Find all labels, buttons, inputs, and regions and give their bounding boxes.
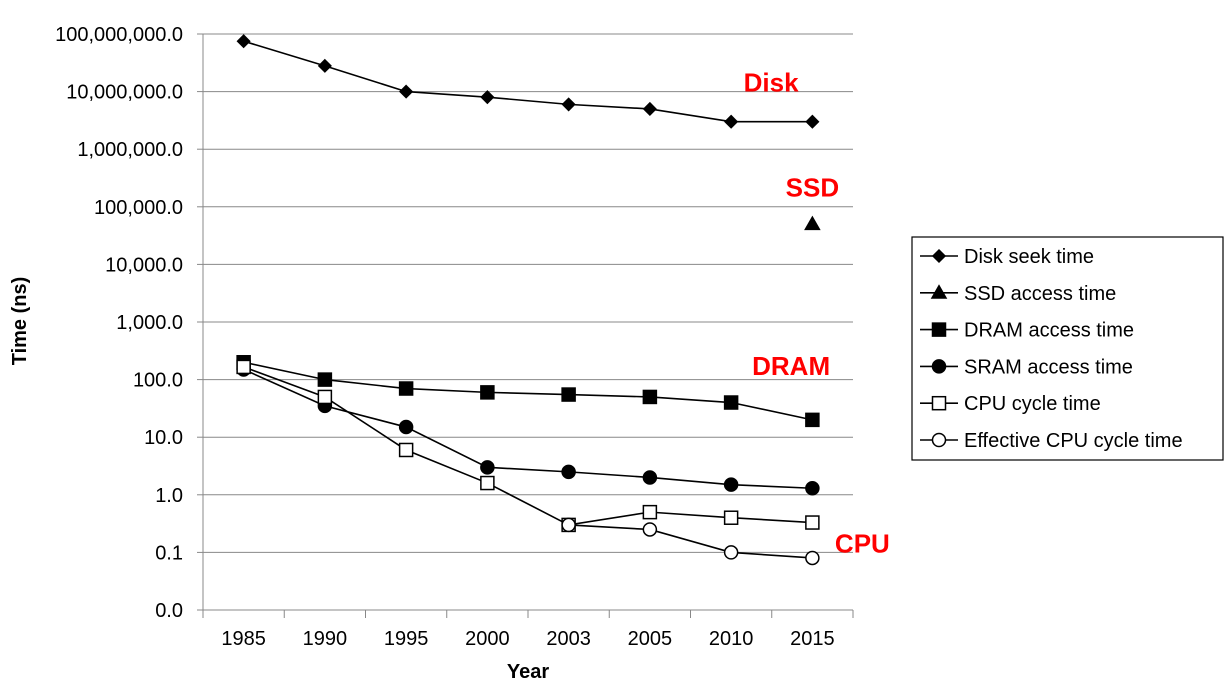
data-point-cpu-cycle-time [480, 475, 495, 491]
data-point-disk-seek-time [236, 34, 251, 49]
annotation-layer: Disk SSD DRAM CPU [744, 68, 890, 559]
y-tick-label: 1.0 [155, 485, 183, 507]
data-point-cpu-cycle-time [317, 389, 333, 405]
series-disk-seek-time [236, 34, 820, 129]
legend-marker-ssd-access-time [930, 284, 948, 299]
y-tick-label: 100.0 [133, 370, 183, 392]
data-point-effective-cpu-cycle-time [561, 517, 576, 533]
data-point-cpu-cycle-time [805, 515, 820, 530]
data-point-sram-access-time [805, 480, 820, 496]
data-point-dram-access-time [805, 412, 820, 428]
data-point-disk-seek-time [399, 84, 414, 99]
data-point-sram-access-time [561, 464, 576, 480]
legend-marker-cpu-cycle-time [931, 395, 947, 411]
data-point-disk-seek-time [561, 97, 576, 112]
series-dram-access-time [236, 355, 820, 428]
axis-layer: 0.0 0.1 1.0 10.0 100.0 1,000.0 10,000.0 100,000… [55, 24, 854, 650]
y-tick-label: 100,000,000.0 [55, 24, 183, 46]
y-tick-label: 1,000,000.0 [77, 139, 183, 161]
data-point-disk-seek-time [317, 58, 332, 73]
y-tick-label: 10,000,000.0 [66, 82, 183, 104]
data-point-dram-access-time [723, 395, 739, 410]
y-axis-title: Time (ns) [9, 277, 31, 366]
x-axis-title: Year [507, 661, 549, 683]
legend-items: Disk seek time SSD access time DRAM access… [920, 246, 1183, 452]
legend-item-sram-access-time: SRAM access time [920, 356, 1133, 378]
x-tick-label: 2000 [465, 628, 510, 650]
annotation-cpu: CPU [835, 528, 890, 558]
y-tick-label: 10.0 [144, 427, 183, 449]
legend-marker-effective-cpu-cycle-time [931, 432, 947, 448]
legend-marker-dram-access-time [931, 322, 947, 337]
data-point-effective-cpu-cycle-time [723, 545, 739, 560]
data-point-disk-seek-time [724, 114, 739, 129]
annotation-ssd: SSD [786, 173, 839, 203]
data-point-sram-access-time [480, 460, 495, 475]
annotation-disk: Disk [744, 68, 799, 98]
legend-item-effective-cpu-cycle-time: Effective CPU cycle time [920, 430, 1183, 452]
series-layer [236, 34, 821, 566]
series-ssd-access-time [804, 215, 821, 231]
data-point-dram-access-time [480, 385, 495, 400]
series-line-sram-access-time [243, 368, 813, 490]
data-point-cpu-cycle-time [398, 442, 414, 458]
data-point-cpu-cycle-time [236, 359, 251, 375]
data-point-sram-access-time [398, 419, 414, 435]
y-tick-label: 1,000.0 [116, 312, 183, 334]
legend-item-dram-access-time: DRAM access time [920, 320, 1134, 342]
x-tick-label: 2015 [790, 628, 835, 650]
data-point-disk-seek-time [642, 101, 657, 116]
x-tick-label: 1995 [384, 628, 429, 650]
legend-frame [911, 236, 1224, 461]
legend-label: DRAM access time [964, 320, 1134, 342]
y-tick-label: 100,000.0 [94, 197, 183, 219]
data-point-dram-access-time [561, 387, 576, 402]
x-tick-label: 2010 [709, 628, 754, 650]
grid-layer [203, 33, 853, 611]
data-point-ssd-access-time [804, 215, 821, 231]
x-tick-label: 2005 [628, 628, 673, 650]
data-point-cpu-cycle-time [642, 504, 658, 520]
legend-item-disk-seek-time: Disk seek time [920, 246, 1094, 268]
data-point-disk-seek-time [480, 90, 495, 105]
legend-label: CPU cycle time [964, 393, 1101, 415]
data-point-dram-access-time [317, 372, 333, 387]
legend-item-cpu-cycle-time: CPU cycle time [920, 393, 1101, 415]
legend-label: SSD access time [964, 283, 1116, 305]
data-point-dram-access-time [398, 381, 414, 396]
data-point-dram-access-time [642, 389, 658, 405]
legend-item-ssd-access-time: SSD access time [920, 283, 1116, 305]
y-tick-label: 0.0 [155, 600, 183, 622]
y-tick-label: 0.1 [155, 542, 183, 564]
series-line-dram-access-time [243, 361, 813, 421]
y-tick-label: 10,000.0 [105, 254, 183, 276]
legend-marker-disk-seek-time [931, 248, 947, 264]
series-line-effective-cpu-cycle-time [568, 524, 813, 559]
data-point-cpu-cycle-time [723, 510, 739, 525]
x-tick-label: 1990 [303, 628, 348, 650]
series-line-cpu-cycle-time [243, 366, 813, 526]
legend: Disk seek time SSD access time DRAM access… [911, 236, 1224, 461]
x-tick-label: 1985 [221, 628, 266, 650]
data-point-effective-cpu-cycle-time [805, 550, 820, 566]
legend-label: Disk seek time [964, 246, 1094, 268]
data-point-effective-cpu-cycle-time [642, 522, 658, 537]
legend-label: Effective CPU cycle time [964, 430, 1183, 452]
data-point-sram-access-time [723, 477, 739, 492]
data-point-sram-access-time [642, 470, 658, 485]
x-tick-label: 2003 [546, 628, 591, 650]
legend-marker-sram-access-time [931, 359, 947, 374]
data-point-disk-seek-time [805, 114, 820, 129]
series-effective-cpu-cycle-time [561, 517, 820, 566]
series-line-disk-seek-time [243, 40, 813, 123]
annotation-dram: DRAM [752, 351, 830, 381]
legend-label: SRAM access time [964, 356, 1133, 378]
